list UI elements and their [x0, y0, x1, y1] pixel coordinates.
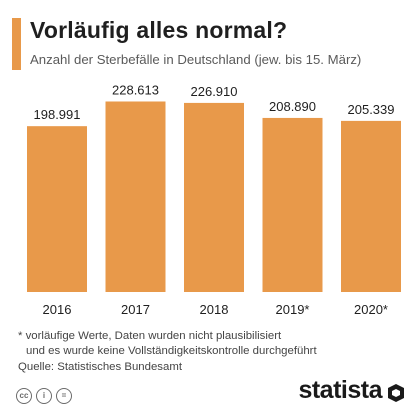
title-accent-bar	[12, 18, 21, 70]
value-label: 226.910	[191, 84, 238, 99]
chart-title: Vorläufig alles normal?	[30, 17, 288, 43]
category-label: 2020*	[354, 302, 388, 317]
bar-2018	[184, 102, 244, 293]
statista-logo-text[interactable]: statista	[298, 376, 382, 404]
footnote-line-1: * vorläufige Werte, Daten wurden nicht p…	[18, 330, 282, 342]
bar-2016	[27, 126, 87, 292]
value-label: 208.890	[269, 99, 316, 114]
chart-subtitle: Anzahl der Sterbefälle in Deutschland (j…	[30, 52, 362, 67]
value-label: 198.991	[34, 107, 81, 122]
bar-2017	[105, 101, 166, 292]
source-note: Quelle: Statistisches Bundesamt	[18, 361, 182, 373]
footnote-line-2: und es wurde keine Vollständigkeitskontr…	[26, 345, 317, 357]
bar-chart: 198.991 2016 228.613 2017 226.910 2018 208.890…	[27, 82, 401, 317]
footnote: * vorläufige Werte, Daten wurden nicht p…	[18, 329, 317, 359]
bar-2019	[262, 117, 323, 292]
bar-2020	[341, 120, 401, 293]
creative-commons-icon[interactable]: cc	[16, 388, 32, 404]
value-label: 228.613	[112, 82, 159, 97]
category-label: 2018	[200, 302, 229, 317]
value-label: 205.339	[348, 102, 395, 117]
license-icons: cc i =	[16, 388, 72, 404]
category-label: 2016	[43, 302, 72, 317]
category-label: 2017	[121, 302, 150, 317]
category-label: 2019*	[276, 302, 310, 317]
statista-logo-icon[interactable]	[386, 382, 406, 404]
attribution-icon[interactable]: i	[36, 388, 52, 404]
equals-icon[interactable]: =	[56, 388, 72, 404]
